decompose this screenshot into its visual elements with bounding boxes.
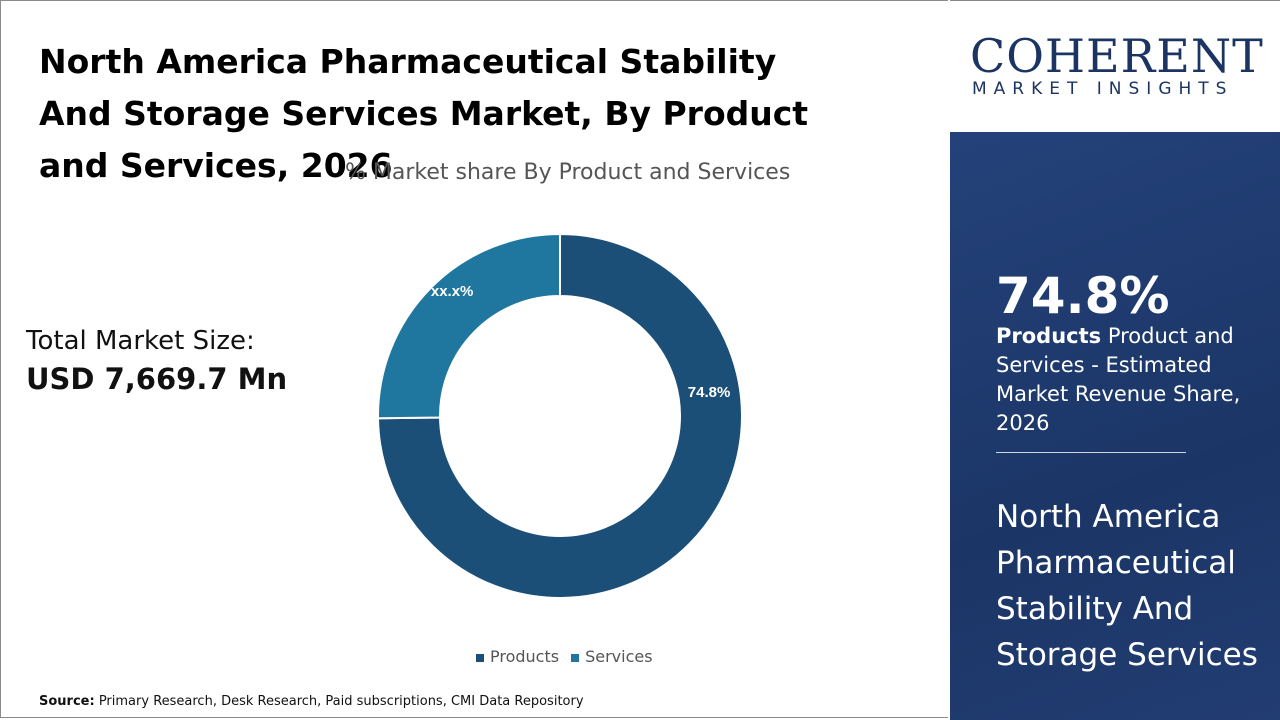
chart-panel bbox=[0, 0, 948, 718]
legend-swatch bbox=[571, 653, 580, 662]
legend: Products Services bbox=[476, 647, 653, 666]
data-label: 74.8% bbox=[688, 384, 731, 401]
donut-slice-services bbox=[377, 232, 561, 420]
legend-label: Services bbox=[585, 647, 653, 666]
legend-item-products: Products bbox=[476, 647, 559, 666]
page-title: North America Pharmaceutical Stability A… bbox=[39, 42, 809, 185]
company-logo: COHERENT MARKET INSIGHTS bbox=[950, 0, 1280, 133]
legend-label: Products bbox=[490, 647, 560, 666]
legend-swatch bbox=[476, 653, 484, 662]
highlight-description: Products Product and Services - Estimate… bbox=[996, 322, 1246, 438]
logo-tagline: MARKET INSIGHTS bbox=[972, 79, 1234, 99]
logo-wordmark: COHERENT bbox=[970, 29, 1264, 83]
total-market-label: Total Market Size: bbox=[26, 326, 255, 356]
highlight-text: Product and Services - Estimated Market … bbox=[996, 324, 1241, 435]
legend-item-services: Services bbox=[571, 647, 653, 666]
highlight-panel: 74.8% Products Product and Services - Es… bbox=[950, 132, 1280, 720]
donut-slice-products bbox=[376, 232, 743, 599]
data-label: xx.x% bbox=[431, 283, 474, 300]
source-text: Primary Research, Desk Research, Paid su… bbox=[94, 694, 584, 709]
highlight-segment: Products bbox=[996, 324, 1102, 348]
source-note: Source: Primary Research, Desk Research,… bbox=[39, 694, 584, 709]
source-label: Source: bbox=[39, 694, 95, 709]
highlight-value: 74.8% bbox=[996, 267, 1170, 325]
market-name: North America Pharmaceutical Stability A… bbox=[996, 499, 1258, 673]
donut-chart: 74.8% xx.x% bbox=[376, 232, 743, 599]
total-market-value: USD 7,669.7 Mn bbox=[26, 362, 288, 396]
chart-title: % Market share By Product and Services bbox=[345, 160, 791, 185]
divider bbox=[996, 452, 1186, 453]
